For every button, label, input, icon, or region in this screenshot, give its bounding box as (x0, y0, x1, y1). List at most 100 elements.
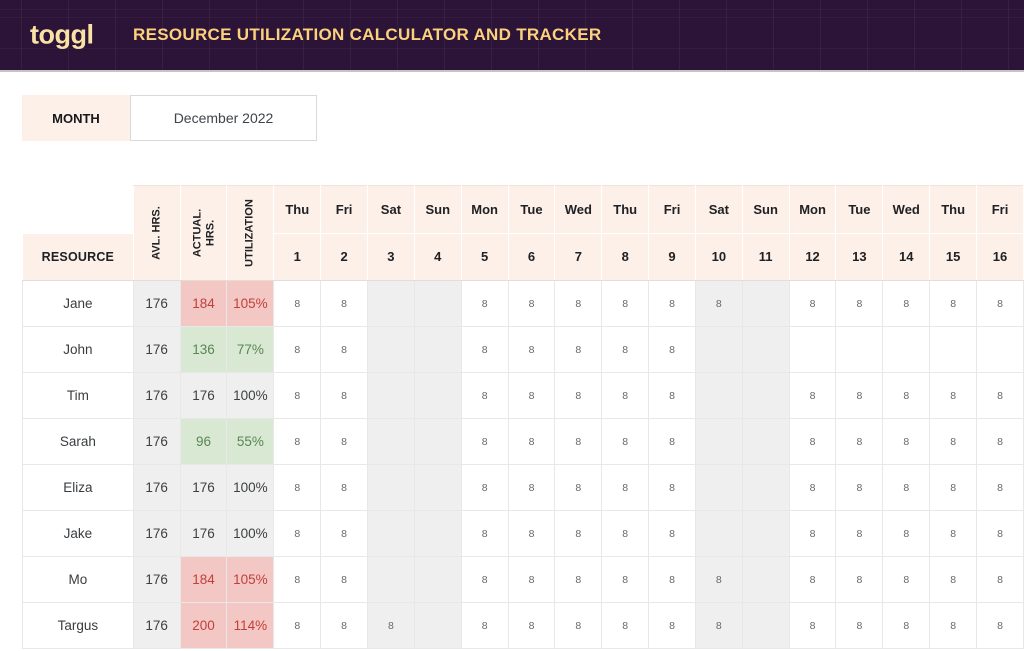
hours-cell-jane-1[interactable]: 8 (273, 280, 322, 327)
hours-cell-john-15[interactable] (929, 326, 978, 373)
hours-cell-john-10[interactable] (694, 326, 743, 373)
day-name-header-1[interactable]: Thu (273, 185, 322, 234)
avl-hrs-cell-eliza[interactable]: 176 (132, 464, 181, 511)
hours-cell-jake-15[interactable]: 8 (929, 510, 978, 557)
day-name-header-4[interactable]: Sun (413, 185, 462, 234)
day-number-header-8[interactable]: 8 (601, 232, 650, 281)
hours-cell-targus-1[interactable]: 8 (273, 602, 322, 649)
day-name-header-14[interactable]: Wed (882, 185, 931, 234)
hours-cell-jane-9[interactable]: 8 (648, 280, 696, 327)
hours-cell-tim-5[interactable]: 8 (460, 372, 509, 419)
hours-cell-jake-6[interactable]: 8 (507, 510, 556, 557)
day-number-header-14[interactable]: 14 (882, 232, 931, 281)
hours-cell-mo-13[interactable]: 8 (835, 556, 884, 603)
hours-cell-mo-16[interactable]: 8 (976, 556, 1024, 603)
hours-cell-jake-13[interactable]: 8 (835, 510, 884, 557)
actual-hrs-cell-john[interactable]: 136 (179, 326, 228, 373)
resource-cell-john[interactable]: John (22, 326, 134, 373)
day-name-header-10[interactable]: Sat (694, 185, 743, 234)
day-number-header-15[interactable]: 15 (929, 232, 978, 281)
actual-hrs-cell-tim[interactable]: 176 (179, 372, 228, 419)
utilization-column-header[interactable]: UTILIZATION (226, 185, 275, 281)
hours-cell-john-7[interactable]: 8 (554, 326, 603, 373)
hours-cell-john-6[interactable]: 8 (507, 326, 556, 373)
hours-cell-targus-6[interactable]: 8 (507, 602, 556, 649)
hours-cell-john-1[interactable]: 8 (273, 326, 322, 373)
day-number-header-10[interactable]: 10 (694, 232, 743, 281)
hours-cell-eliza-4[interactable] (413, 464, 462, 511)
hours-cell-tim-12[interactable]: 8 (788, 372, 837, 419)
utilization-cell-mo[interactable]: 105% (226, 556, 275, 603)
hours-cell-eliza-13[interactable]: 8 (835, 464, 884, 511)
day-number-header-11[interactable]: 11 (741, 232, 790, 281)
hours-cell-sarah-3[interactable] (367, 418, 415, 465)
day-number-header-1[interactable]: 1 (273, 232, 322, 281)
hours-cell-tim-9[interactable]: 8 (648, 372, 696, 419)
hours-cell-sarah-9[interactable]: 8 (648, 418, 696, 465)
hours-cell-targus-3[interactable]: 8 (367, 602, 415, 649)
actual-hrs-column-header[interactable]: ACTUAL. HRS. (179, 185, 228, 281)
month-value-cell[interactable]: December 2022 (130, 95, 317, 141)
actual-hrs-cell-eliza[interactable]: 176 (179, 464, 228, 511)
day-number-header-2[interactable]: 2 (320, 232, 368, 281)
hours-cell-john-16[interactable] (976, 326, 1024, 373)
hours-cell-targus-7[interactable]: 8 (554, 602, 603, 649)
hours-cell-sarah-6[interactable]: 8 (507, 418, 556, 465)
hours-cell-eliza-7[interactable]: 8 (554, 464, 603, 511)
hours-cell-sarah-16[interactable]: 8 (976, 418, 1024, 465)
hours-cell-mo-2[interactable]: 8 (320, 556, 368, 603)
actual-hrs-cell-jake[interactable]: 176 (179, 510, 228, 557)
utilization-cell-john[interactable]: 77% (226, 326, 275, 373)
day-number-header-12[interactable]: 12 (788, 232, 837, 281)
hours-cell-targus-5[interactable]: 8 (460, 602, 509, 649)
hours-cell-targus-2[interactable]: 8 (320, 602, 368, 649)
hours-cell-jane-14[interactable]: 8 (882, 280, 931, 327)
hours-cell-tim-16[interactable]: 8 (976, 372, 1024, 419)
hours-cell-targus-11[interactable] (741, 602, 790, 649)
resource-cell-mo[interactable]: Mo (22, 556, 134, 603)
utilization-cell-jake[interactable]: 100% (226, 510, 275, 557)
hours-cell-jane-11[interactable] (741, 280, 790, 327)
hours-cell-tim-6[interactable]: 8 (507, 372, 556, 419)
hours-cell-jake-1[interactable]: 8 (273, 510, 322, 557)
day-name-header-5[interactable]: Mon (460, 185, 509, 234)
hours-cell-mo-10[interactable]: 8 (694, 556, 743, 603)
hours-cell-eliza-3[interactable] (367, 464, 415, 511)
hours-cell-john-3[interactable] (367, 326, 415, 373)
day-name-header-7[interactable]: Wed (554, 185, 603, 234)
day-number-header-4[interactable]: 4 (413, 232, 462, 281)
hours-cell-eliza-16[interactable]: 8 (976, 464, 1024, 511)
hours-cell-john-14[interactable] (882, 326, 931, 373)
avl-hrs-cell-sarah[interactable]: 176 (132, 418, 181, 465)
hours-cell-eliza-14[interactable]: 8 (882, 464, 931, 511)
hours-cell-targus-16[interactable]: 8 (976, 602, 1024, 649)
day-number-header-16[interactable]: 16 (976, 232, 1024, 281)
actual-hrs-cell-mo[interactable]: 184 (179, 556, 228, 603)
utilization-cell-tim[interactable]: 100% (226, 372, 275, 419)
day-name-header-9[interactable]: Fri (648, 185, 696, 234)
hours-cell-jane-2[interactable]: 8 (320, 280, 368, 327)
hours-cell-sarah-8[interactable]: 8 (601, 418, 650, 465)
day-name-header-16[interactable]: Fri (976, 185, 1024, 234)
hours-cell-jake-5[interactable]: 8 (460, 510, 509, 557)
hours-cell-sarah-11[interactable] (741, 418, 790, 465)
hours-cell-eliza-2[interactable]: 8 (320, 464, 368, 511)
hours-cell-jane-12[interactable]: 8 (788, 280, 837, 327)
resource-column-header[interactable]: RESOURCE (22, 232, 134, 281)
hours-cell-tim-7[interactable]: 8 (554, 372, 603, 419)
hours-cell-sarah-4[interactable] (413, 418, 462, 465)
hours-cell-targus-14[interactable]: 8 (882, 602, 931, 649)
avl-hrs-column-header[interactable]: AVL. HRS. (132, 185, 181, 281)
hours-cell-john-12[interactable] (788, 326, 837, 373)
hours-cell-targus-12[interactable]: 8 (788, 602, 837, 649)
day-number-header-13[interactable]: 13 (835, 232, 884, 281)
hours-cell-jane-3[interactable] (367, 280, 415, 327)
hours-cell-jake-14[interactable]: 8 (882, 510, 931, 557)
day-name-header-8[interactable]: Thu (601, 185, 650, 234)
hours-cell-mo-12[interactable]: 8 (788, 556, 837, 603)
hours-cell-tim-10[interactable] (694, 372, 743, 419)
hours-cell-mo-4[interactable] (413, 556, 462, 603)
hours-cell-eliza-8[interactable]: 8 (601, 464, 650, 511)
hours-cell-mo-11[interactable] (741, 556, 790, 603)
hours-cell-jake-12[interactable]: 8 (788, 510, 837, 557)
